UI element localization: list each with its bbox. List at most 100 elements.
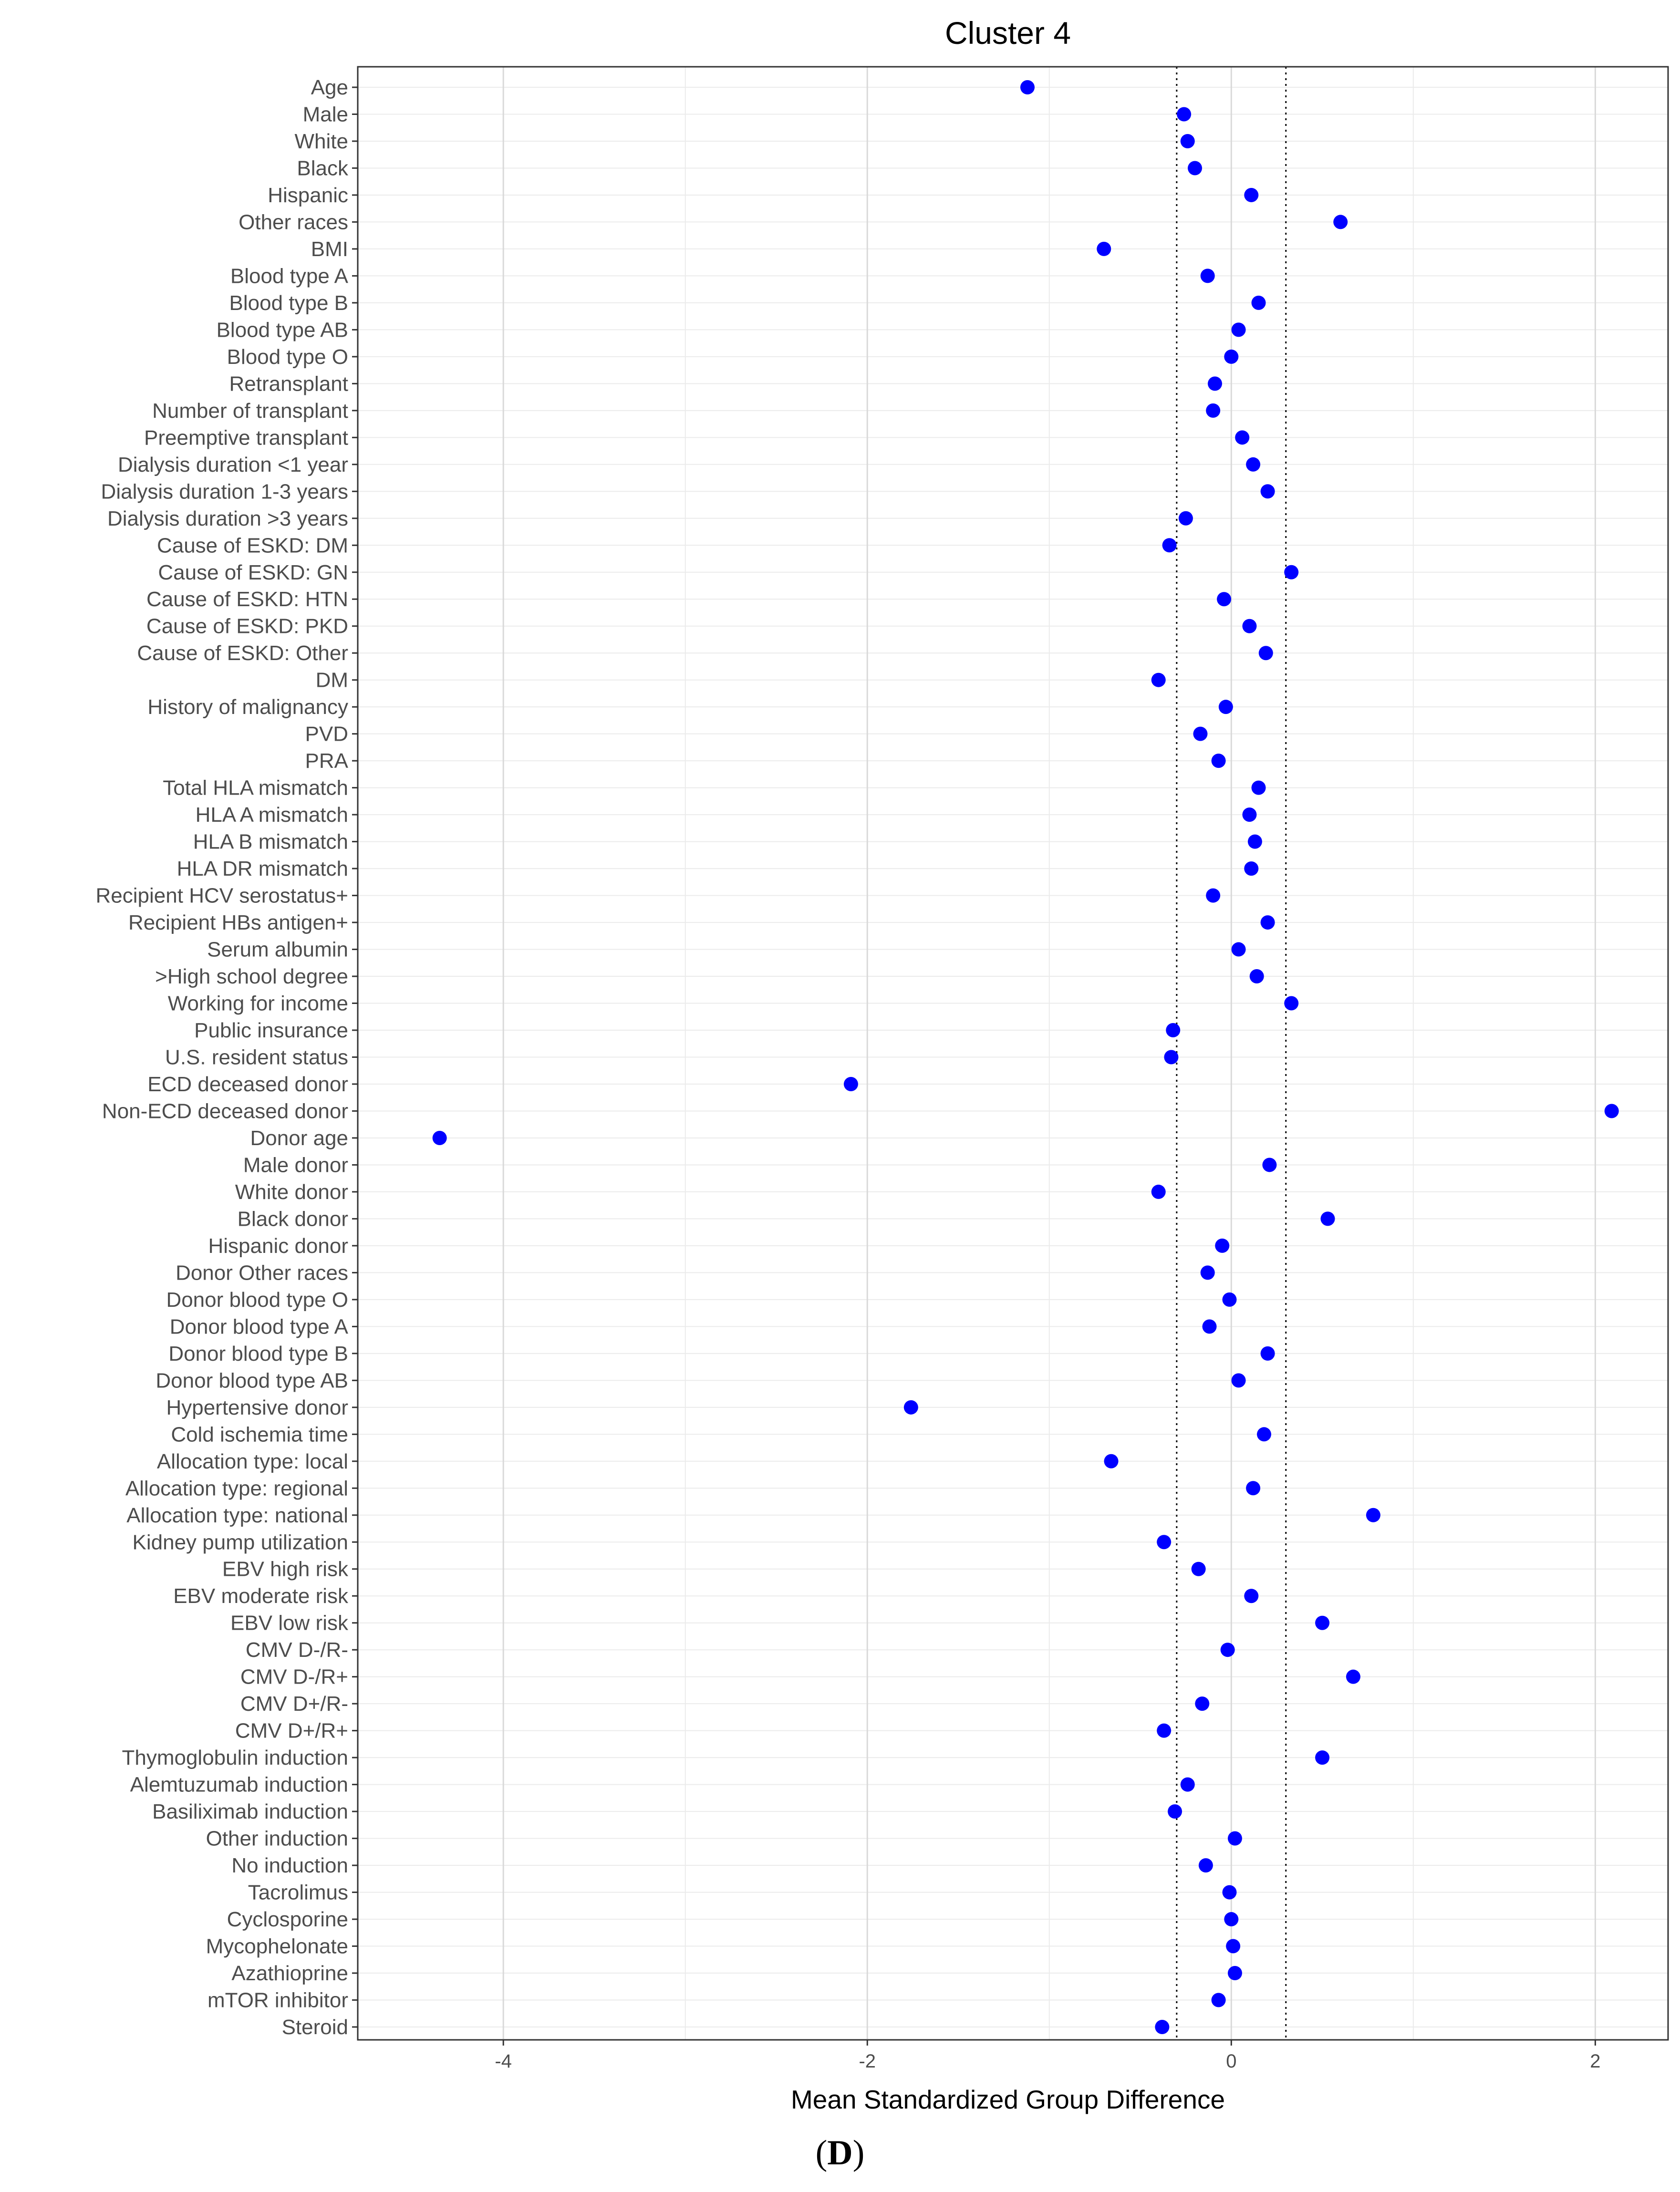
data-point (1247, 834, 1262, 849)
data-point (1604, 1104, 1619, 1118)
data-point (1249, 969, 1264, 984)
data-point (1257, 1427, 1272, 1442)
data-point (1191, 1561, 1206, 1576)
y-tick-label: Alemtuzumab induction (130, 1773, 348, 1797)
caption-close: ) (852, 2133, 865, 2172)
data-point (1151, 672, 1166, 687)
data-point (1020, 80, 1035, 94)
data-point (1218, 700, 1233, 714)
grid-layer (358, 67, 1668, 2040)
data-point (1202, 1319, 1217, 1334)
y-tick-label: Mycophelonate (206, 1935, 348, 1958)
y-tick-label: PRA (305, 749, 349, 773)
y-tick-label: Donor blood type O (166, 1288, 348, 1312)
y-tick-label: DM (316, 669, 348, 692)
y-tick-label: Preemptive transplant (144, 426, 348, 449)
data-point (1251, 295, 1266, 310)
y-tick-label: Cause of ESKD: DM (157, 534, 348, 557)
data-point (1155, 2020, 1170, 2034)
data-point (1104, 1454, 1119, 1468)
data-point (1260, 484, 1275, 499)
y-tick-label: Number of transplant (152, 399, 348, 423)
figure-caption: (D) (0, 2133, 1680, 2173)
y-tick-label: Basiliximab induction (152, 1800, 348, 1823)
data-point (1284, 996, 1299, 1011)
y-tick-label: >High school degree (155, 965, 348, 988)
y-tick-label: Public insurance (194, 1019, 348, 1042)
data-point (1211, 754, 1226, 768)
data-point (1211, 1993, 1226, 2007)
data-point (1222, 1885, 1237, 1900)
data-point (432, 1130, 447, 1145)
data-point (1162, 538, 1177, 553)
y-tick-label: Dialysis duration >3 years (107, 507, 348, 530)
y-tick-label: Dialysis duration <1 year (118, 453, 348, 476)
y-tick-label: ECD deceased donor (147, 1073, 348, 1096)
data-point (1231, 942, 1246, 957)
y-tick-label: Allocation type: regional (125, 1477, 348, 1500)
data-point (1227, 1966, 1242, 1981)
y-tick-label: Recipient HBs antigen+ (128, 911, 348, 934)
y-tick-label: Azathioprine (231, 1962, 348, 1985)
y-tick-label: Male donor (243, 1153, 348, 1177)
y-tick-label: Kidney pump utilization (133, 1530, 348, 1554)
y-tick-label: Donor blood type B (168, 1342, 348, 1365)
y-tick-label: EBV high risk (222, 1558, 349, 1581)
data-point (1260, 915, 1275, 930)
data-point (1157, 1723, 1172, 1738)
y-tick-label: Blood type AB (217, 318, 348, 341)
data-point (1222, 1292, 1237, 1307)
y-tick-label: Hispanic (268, 184, 348, 207)
y-tick-label: Donor blood type AB (156, 1369, 348, 1392)
data-point (1200, 269, 1215, 283)
data-point (1206, 888, 1221, 903)
y-tick-label: CMV D+/R- (240, 1692, 348, 1716)
data-point (1244, 1589, 1259, 1603)
data-point (1246, 457, 1261, 472)
y-tick-label: Dialysis duration 1-3 years (101, 480, 348, 503)
y-tick-label: Donor blood type A (170, 1315, 349, 1338)
chart-title: Cluster 4 (945, 15, 1071, 51)
data-point (1097, 241, 1111, 256)
data-point (1220, 1643, 1235, 1657)
y-tick-label: EBV low risk (230, 1612, 349, 1635)
y-tick-label: PVD (305, 723, 348, 746)
data-point (1346, 1669, 1360, 1684)
x-tick-label: -4 (495, 2051, 512, 2072)
data-point (1235, 430, 1250, 445)
y-tick-label: Blood type A (230, 264, 349, 288)
y-tick-label: mTOR inhibitor (207, 1989, 348, 2012)
data-point (1260, 1346, 1275, 1361)
data-point (1315, 1750, 1330, 1765)
y-tick-label: Other induction (206, 1827, 348, 1851)
y-tick-label: HLA DR mismatch (177, 857, 348, 880)
y-tick-label: No induction (231, 1854, 348, 1877)
data-point (1198, 1858, 1213, 1873)
data-point (1242, 619, 1257, 633)
y-tick-label: Cyclosporine (227, 1908, 348, 1931)
y-tick-label: CMV D+/R+ (235, 1719, 348, 1743)
data-point (1258, 646, 1273, 661)
y-tick-label: Blood type O (227, 345, 348, 369)
y-tick-label: Tacrolimus (248, 1881, 348, 1904)
y-tick-label: Age (311, 76, 348, 99)
y-tick-label: Cold ischemia time (171, 1423, 348, 1446)
data-point (1251, 780, 1266, 795)
y-tick-label: Thymoglobulin induction (122, 1746, 348, 1769)
reference-lines (1176, 67, 1287, 2040)
y-tick-label: Blood type B (229, 291, 349, 315)
y-tick-label: Recipient HCV serostatus+ (96, 884, 348, 908)
x-tick-labels: -4 -2 0 2 (495, 2040, 1601, 2072)
plot-panel (358, 67, 1668, 2040)
y-tick-label: Working for income (168, 992, 348, 1015)
points-layer (432, 80, 1619, 2034)
data-point (1284, 565, 1299, 579)
data-point (1262, 1158, 1277, 1172)
y-tick-label: Donor age (250, 1127, 348, 1150)
x-axis-label: Mean Standardized Group Difference (791, 2085, 1225, 2114)
data-point (1224, 1912, 1239, 1927)
y-tick-label: CMV D-/R+ (240, 1665, 348, 1689)
y-tick-label: History of malignancy (147, 695, 348, 719)
y-tick-label: Hispanic donor (208, 1234, 349, 1258)
y-tick-label: Cause of ESKD: HTN (146, 588, 348, 611)
